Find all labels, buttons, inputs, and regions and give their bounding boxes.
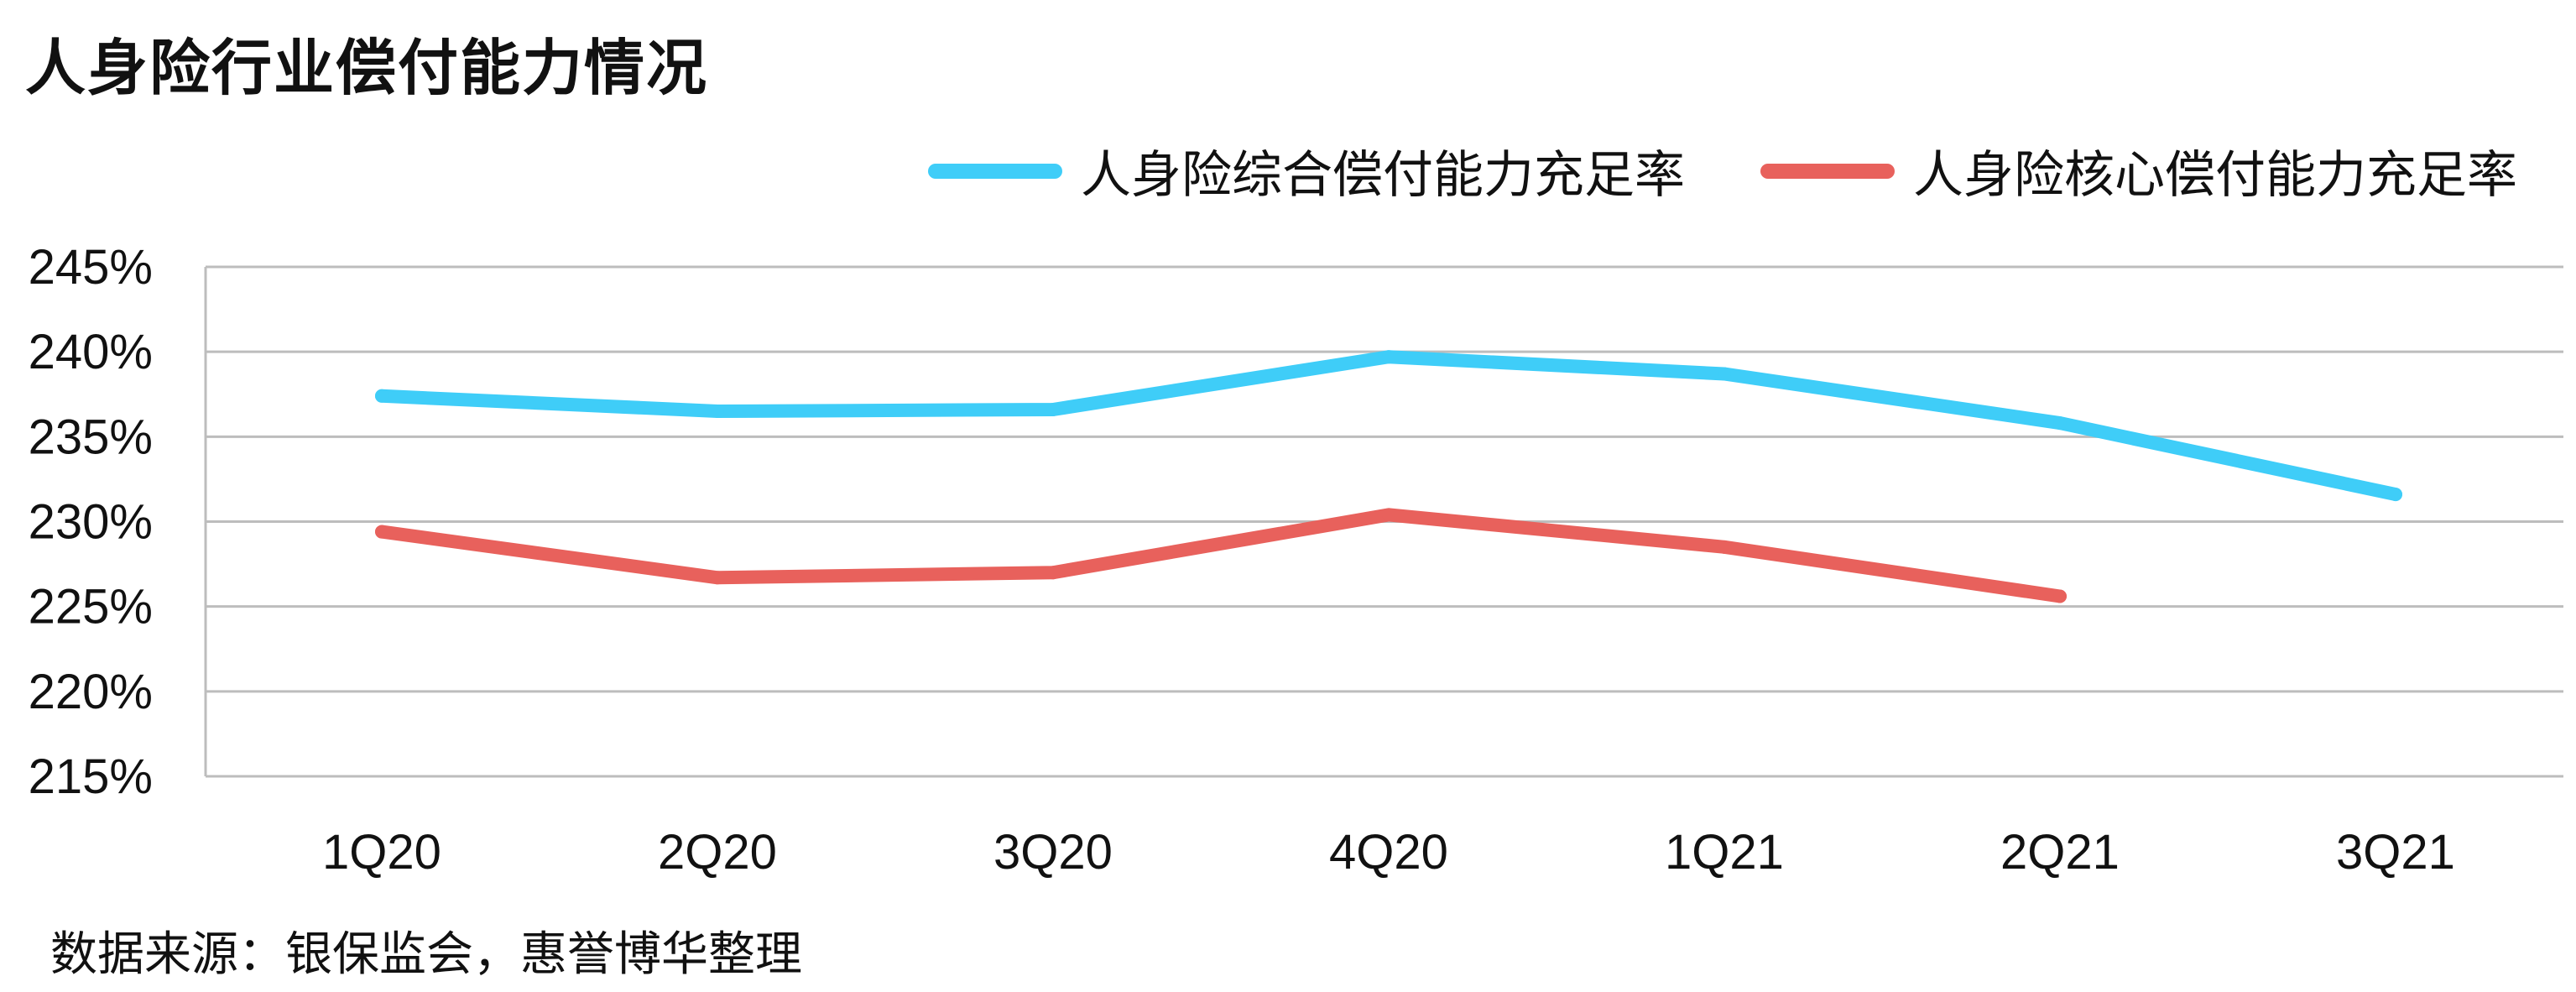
x-tick-label: 4Q20 <box>1329 825 1448 880</box>
source-note: 数据来源：银保监会，惠誉博华整理 <box>50 927 802 982</box>
y-tick-label: 220% <box>29 665 153 719</box>
x-tick-label: 1Q20 <box>322 825 441 880</box>
data-point <box>375 389 388 403</box>
data-point <box>711 571 724 585</box>
data-point <box>1718 540 1731 554</box>
legend-item-core: 人身险核心偿付能力充足率 <box>1760 134 2517 207</box>
y-tick-label: 240% <box>29 325 153 379</box>
x-tick-label: 1Q21 <box>1665 825 1784 880</box>
y-tick-label: 230% <box>29 495 153 550</box>
legend-label-comprehensive: 人身险综合偿付能力充足率 <box>1081 146 1685 205</box>
x-tick-label: 2Q21 <box>2000 825 2120 880</box>
legend-swatch-comprehensive <box>928 163 1062 179</box>
data-point <box>2053 416 2067 431</box>
chart-title: 人身险行业偿付能力情况 <box>25 32 709 103</box>
series-line-0 <box>375 350 2402 502</box>
legend-label-core: 人身险核心偿付能力充足率 <box>1913 146 2517 205</box>
y-tick-label: 245% <box>29 240 153 295</box>
series-line-1 <box>375 508 2067 603</box>
data-point <box>1382 508 1395 522</box>
legend-swatch-core <box>1760 163 1895 179</box>
data-point <box>1718 367 1731 381</box>
data-point <box>1046 566 1060 580</box>
legend: 人身险综合偿付能力充足率 人身险核心偿付能力充足率 <box>928 134 2517 207</box>
data-point <box>375 525 388 539</box>
legend-item-comprehensive: 人身险综合偿付能力充足率 <box>928 134 1685 207</box>
x-tick-label: 3Q21 <box>2336 825 2455 880</box>
data-point <box>2389 488 2402 502</box>
y-tick-label: 225% <box>29 580 153 634</box>
data-point <box>1382 350 1395 364</box>
data-point <box>1046 402 1060 416</box>
y-tick-label: 215% <box>29 749 153 804</box>
data-point <box>711 404 724 418</box>
y-tick-label: 235% <box>29 410 153 464</box>
x-tick-label: 2Q20 <box>658 825 777 880</box>
data-point <box>2053 589 2067 603</box>
x-tick-label: 3Q20 <box>993 825 1113 880</box>
